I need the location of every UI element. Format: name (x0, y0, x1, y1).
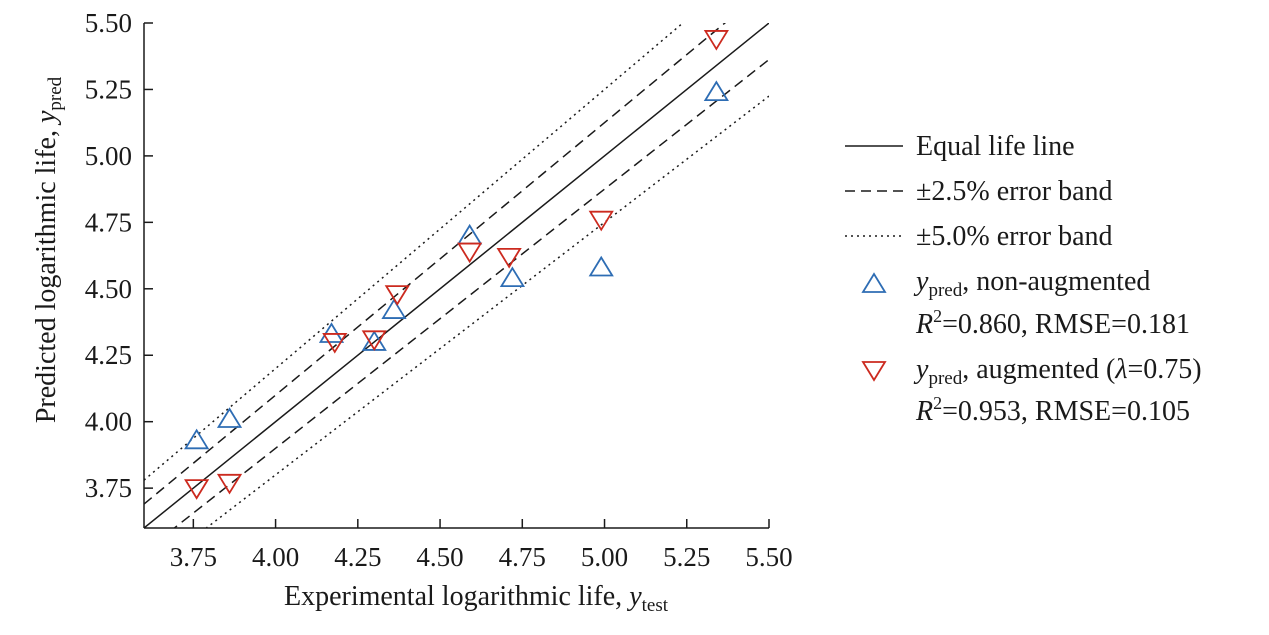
y-ticks: 3.75 4.00 4.25 4.50 4.75 5.00 5.25 5.50 (85, 8, 153, 503)
x-tick-label: 5.25 (663, 542, 710, 572)
x-tick-label: 4.00 (252, 542, 299, 572)
point-non-augmented (703, 80, 729, 102)
equal-life-line (144, 23, 769, 528)
point-non-augmented (318, 322, 345, 343)
y-tick-label: 3.75 (85, 473, 132, 503)
point-non-augmented (216, 407, 243, 428)
point-augmented (384, 285, 410, 306)
point-augmented (496, 247, 522, 269)
point-augmented (703, 30, 729, 51)
point-augmented (184, 479, 210, 500)
y-tick-label: 4.25 (85, 340, 132, 370)
x-tick-label: 4.25 (334, 542, 381, 572)
y-tick-label: 4.50 (85, 274, 132, 304)
point-non-augmented (499, 266, 526, 288)
y-axis-title: Predicted logarithmic life, ypred (31, 76, 66, 423)
error-band-2-5-upper (144, 23, 727, 505)
point-augmented (361, 330, 387, 352)
y-tick-label: 5.00 (85, 141, 132, 171)
point-augmented (322, 333, 348, 354)
legend-augmented-metrics: R2=0.953, RMSE=0.105 (915, 393, 1190, 427)
legend-5-0-band: ±5.0% error band (916, 221, 1113, 252)
legend-non-augmented-metrics: R2=0.860, RMSE=0.181 (915, 306, 1190, 340)
x-axis-title: Experimental logarithmic life, ytest (284, 581, 669, 616)
x-tick-label: 4.75 (499, 542, 546, 572)
y-tick-label: 4.00 (85, 407, 132, 437)
x-tick-label: 5.50 (745, 542, 792, 572)
error-band-2-5-lower (173, 58, 769, 528)
y-tick-label: 5.50 (85, 8, 132, 38)
point-augmented (457, 242, 483, 264)
x-tick-label: 4.50 (416, 542, 463, 572)
legend-augmented: ypred, augmented (λ=0.75) (913, 354, 1202, 389)
x-ticks: 3.75 4.00 4.25 4.50 4.75 5.00 5.25 5.50 (170, 519, 793, 572)
point-non-augmented (588, 255, 614, 277)
y-tick-label: 4.75 (85, 207, 132, 237)
x-tick-label: 5.00 (581, 542, 628, 572)
point-augmented (216, 473, 243, 495)
error-band-5-0-upper (144, 23, 685, 481)
legend: Equal life line ±2.5% error band ±5.0% e… (845, 131, 1202, 427)
error-band-5-0-lower (205, 95, 769, 528)
legend-triangle-up-marker (861, 272, 887, 293)
legend-triangle-down-marker (861, 361, 887, 382)
point-augmented (588, 210, 614, 232)
legend-non-augmented: ypred, non-augmented (913, 266, 1150, 301)
data-points (184, 30, 729, 500)
reference-lines (144, 23, 769, 528)
y-tick-label: 5.25 (85, 74, 132, 104)
point-non-augmented (381, 298, 407, 319)
legend-2-5-band: ±2.5% error band (916, 176, 1113, 207)
legend-equal-life-line: Equal life line (916, 131, 1075, 162)
x-tick-label: 3.75 (170, 542, 217, 572)
point-non-augmented (184, 428, 210, 450)
